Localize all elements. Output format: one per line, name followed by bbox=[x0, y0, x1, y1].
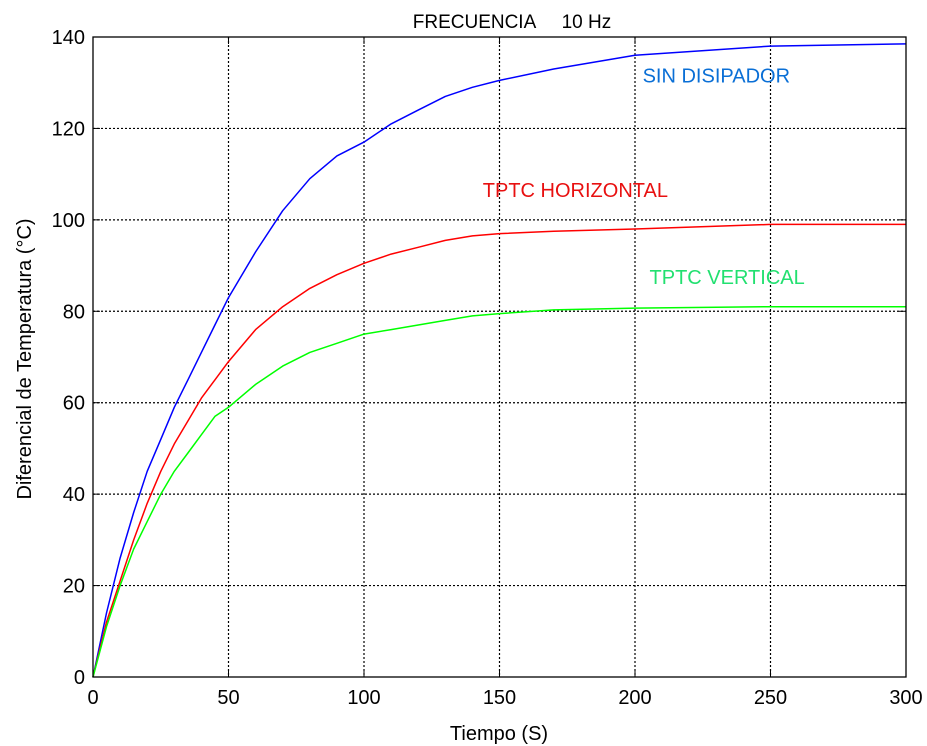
series-label-sin-disipador: SIN DISIPADOR bbox=[643, 66, 790, 88]
x-tick-label: 200 bbox=[618, 687, 651, 709]
x-tick-label: 0 bbox=[87, 687, 98, 709]
x-tick-label: 100 bbox=[347, 687, 380, 709]
series-line-tptc-vertical bbox=[92, 305, 906, 678]
y-tick-label: 60 bbox=[63, 393, 85, 415]
y-tick-label: 40 bbox=[63, 484, 85, 506]
series-line-tptc-horizontal bbox=[92, 223, 906, 678]
y-tick-label: 80 bbox=[63, 301, 85, 323]
y-tick-label: 20 bbox=[63, 576, 85, 598]
y-axis-label: Diferencial de Temperatura (°C) bbox=[14, 218, 36, 499]
y-tick-label: 0 bbox=[74, 667, 85, 689]
plot-area: 0 50 100 150 200 250 300 0 20 40 60 80 100 120 140 SIN … bbox=[52, 27, 923, 709]
x-tick-label: 300 bbox=[889, 687, 922, 709]
y-tick-label: 100 bbox=[52, 210, 85, 232]
y-tick-label: 140 bbox=[52, 27, 85, 49]
x-axis-label: Tiempo (S) bbox=[450, 723, 548, 745]
series-line-sin-disipador bbox=[92, 43, 907, 678]
x-tick-label: 250 bbox=[754, 687, 787, 709]
x-tick-label: 50 bbox=[217, 687, 239, 709]
x-tick-label: 150 bbox=[483, 687, 516, 709]
series-label-tptc-vertical: TPTC VERTICAL bbox=[650, 267, 805, 289]
chart-title: FRECUENCIA 10 Hz bbox=[413, 12, 612, 33]
series-label-tptc-horizontal: TPTC HORIZONTAL bbox=[483, 180, 668, 202]
y-tick-label: 120 bbox=[52, 118, 85, 140]
